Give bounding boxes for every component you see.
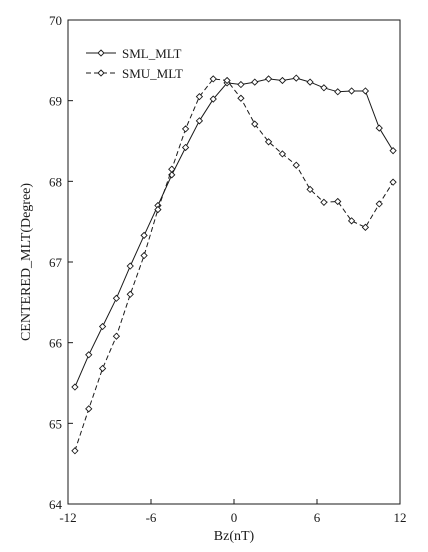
series-sml-mlt xyxy=(71,74,397,391)
y-tick-label: 68 xyxy=(49,174,62,189)
data-point-smu-mlt xyxy=(209,75,217,83)
data-point-sml-mlt xyxy=(71,383,79,391)
data-point-sml-mlt xyxy=(112,294,121,302)
data-point-smu-mlt xyxy=(389,178,397,186)
data-point-smu-mlt xyxy=(154,205,162,214)
x-tick-label: 0 xyxy=(231,510,238,525)
x-tick-label: 12 xyxy=(394,510,407,525)
data-point-sml-mlt xyxy=(126,262,134,270)
data-point-sml-mlt xyxy=(264,75,273,83)
data-point-sml-mlt xyxy=(237,80,245,89)
data-point-smu-mlt xyxy=(112,332,121,340)
data-point-sml-mlt xyxy=(334,88,342,96)
legend: SML_MLT SMU_MLT xyxy=(86,46,183,81)
series-line-smu-mlt xyxy=(74,78,394,451)
y-axis-label: CENTERED_MLT(Degree) xyxy=(19,183,34,341)
data-point-smu-mlt xyxy=(264,138,273,146)
data-point-sml-mlt xyxy=(361,87,370,95)
legend-item-sml: SML_MLT xyxy=(86,46,182,61)
y-tick-label: 64 xyxy=(49,497,63,512)
data-point-smu-mlt xyxy=(334,197,342,206)
data-point-smu-mlt xyxy=(168,165,176,173)
legend-marker-smu xyxy=(97,69,105,77)
data-point-smu-mlt xyxy=(375,200,383,208)
y-tick-label: 67 xyxy=(49,255,63,270)
data-point-sml-mlt xyxy=(181,143,190,152)
series-line-sml-mlt xyxy=(74,77,394,388)
data-point-smu-mlt xyxy=(140,251,148,260)
data-point-sml-mlt xyxy=(389,147,397,155)
data-point-smu-mlt xyxy=(347,217,356,225)
data-point-smu-mlt xyxy=(251,120,259,128)
data-point-sml-mlt xyxy=(209,95,217,103)
series-smu-mlt xyxy=(71,75,397,455)
data-point-sml-mlt xyxy=(85,351,93,359)
data-point-smu-mlt xyxy=(320,198,328,206)
data-point-sml-mlt xyxy=(251,78,259,86)
y-tick-label: 66 xyxy=(49,336,63,351)
data-point-sml-mlt xyxy=(140,231,148,240)
data-point-sml-mlt xyxy=(306,78,314,86)
x-tick-label: -6 xyxy=(146,510,157,525)
data-point-sml-mlt xyxy=(375,124,383,132)
data-point-sml-mlt xyxy=(292,74,300,82)
data-point-sml-mlt xyxy=(98,322,107,331)
series-layer xyxy=(71,74,397,455)
axis-ticks: -12 -6 0 6 12 64 65 66 67 68 69 70 xyxy=(49,13,407,525)
data-point-smu-mlt xyxy=(223,76,231,85)
data-point-smu-mlt xyxy=(98,364,107,373)
data-point-sml-mlt xyxy=(278,76,287,85)
data-point-smu-mlt xyxy=(292,161,300,169)
data-point-sml-mlt xyxy=(320,84,328,92)
y-tick-label: 65 xyxy=(49,416,62,431)
x-tick-label: -12 xyxy=(59,510,76,525)
x-tick-label: 6 xyxy=(314,510,321,525)
data-point-smu-mlt xyxy=(85,405,93,413)
legend-label-smu: SMU_MLT xyxy=(122,66,183,81)
legend-item-smu: SMU_MLT xyxy=(86,66,183,81)
data-point-sml-mlt xyxy=(195,117,204,125)
y-tick-label: 70 xyxy=(49,13,62,28)
data-point-smu-mlt xyxy=(181,125,190,133)
legend-label-sml: SML_MLT xyxy=(122,46,182,61)
data-point-smu-mlt xyxy=(361,223,370,231)
legend-marker-sml xyxy=(97,49,105,57)
data-point-smu-mlt xyxy=(237,94,245,102)
x-axis-label: Bz(nT) xyxy=(214,529,255,544)
data-point-smu-mlt xyxy=(71,447,79,455)
data-point-smu-mlt xyxy=(306,185,314,194)
y-tick-label: 69 xyxy=(49,94,62,109)
data-point-smu-mlt xyxy=(126,290,134,298)
data-point-sml-mlt xyxy=(347,87,356,95)
data-point-smu-mlt xyxy=(278,150,287,158)
data-point-smu-mlt xyxy=(195,92,204,101)
